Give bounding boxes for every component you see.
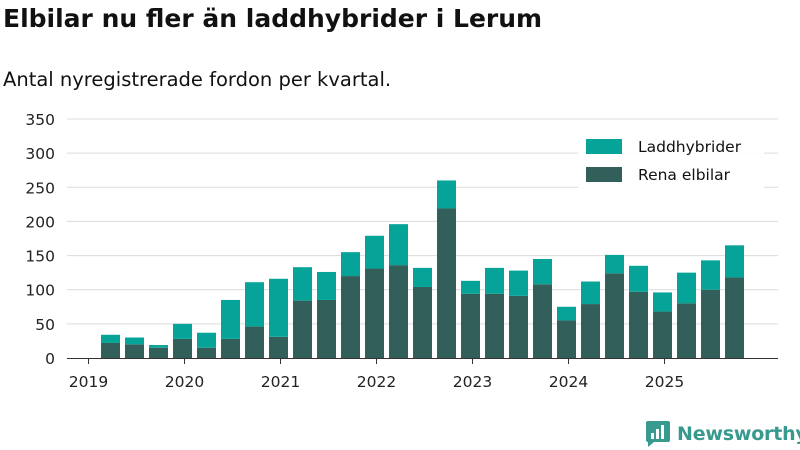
logo-bar-3: [661, 425, 664, 439]
bar-rena-elbilar: [149, 347, 168, 358]
bar-laddhybrider: [605, 254, 624, 274]
bar-rena-elbilar: [173, 338, 192, 358]
bar-rena-elbilar: [677, 303, 696, 358]
legend-label: Rena elbilar: [638, 166, 731, 184]
bar-laddhybrider: [701, 260, 720, 290]
bar-laddhybrider: [365, 235, 384, 269]
bar-rena-elbilar: [509, 295, 528, 358]
bar-rena-elbilar: [365, 268, 384, 358]
y-tick-label: 350: [25, 111, 55, 129]
bar-rena-elbilar: [605, 273, 624, 358]
bar-rena-elbilar: [245, 326, 264, 358]
bar-laddhybrider: [317, 271, 336, 300]
bar-laddhybrider: [221, 299, 240, 339]
bar-laddhybrider: [509, 270, 528, 296]
legend-label: Laddhybrider: [638, 138, 742, 156]
bar-laddhybrider: [293, 267, 312, 301]
y-tick-label: 300: [25, 145, 55, 163]
bar-laddhybrider: [725, 245, 744, 278]
bar-laddhybrider: [197, 332, 216, 348]
bar-rena-elbilar: [725, 277, 744, 358]
bar-laddhybrider: [653, 292, 672, 312]
x-tick-label: 2023: [453, 373, 492, 391]
bar-rena-elbilar: [485, 293, 504, 358]
bar-rena-elbilar: [461, 293, 480, 358]
bar-laddhybrider: [413, 267, 432, 287]
brand-name: Newsworthy: [677, 423, 800, 445]
legend: Laddhybrider Rena elbilar: [578, 131, 764, 191]
bar-rena-elbilar: [293, 300, 312, 358]
bar-rena-elbilar: [629, 291, 648, 358]
bar-laddhybrider: [581, 281, 600, 305]
y-tick-label: 250: [25, 179, 55, 197]
bar-laddhybrider: [101, 334, 120, 343]
bar-rena-elbilar: [221, 338, 240, 358]
logo-bar-1: [651, 433, 654, 439]
newsworthy-logo-icon: [646, 421, 670, 447]
bar-rena-elbilar: [437, 208, 456, 358]
y-tick-label: 50: [35, 316, 55, 334]
bar-rena-elbilar: [197, 347, 216, 358]
bar-rena-elbilar: [557, 320, 576, 358]
logo-bar-2: [656, 429, 659, 439]
x-tick-label: 2021: [261, 373, 300, 391]
y-tick-label: 150: [25, 248, 55, 266]
y-tick-label: 100: [25, 282, 55, 300]
bar-laddhybrider: [485, 267, 504, 294]
bar-rena-elbilar: [701, 289, 720, 358]
bar-laddhybrider: [461, 280, 480, 294]
bar-laddhybrider: [389, 224, 408, 266]
y-axis-tick-labels: 0 50 100 150 200 250 300 350: [25, 111, 55, 368]
bar-marks: [101, 180, 744, 358]
x-tick-label: 2022: [357, 373, 396, 391]
bar-laddhybrider: [533, 258, 552, 285]
y-tick-label: 0: [45, 350, 55, 368]
legend-swatch: [586, 167, 622, 182]
bar-rena-elbilar: [581, 304, 600, 358]
bar-rena-elbilar: [413, 286, 432, 358]
bar-rena-elbilar: [101, 342, 120, 358]
chart-subtitle: Antal nyregistrerade fordon per kvartal.: [3, 68, 392, 91]
bar-laddhybrider: [629, 265, 648, 292]
bar-laddhybrider: [173, 323, 192, 339]
bar-rena-elbilar: [341, 276, 360, 358]
bar-laddhybrider: [149, 345, 168, 348]
y-tick-label: 200: [25, 213, 55, 231]
bar-rena-elbilar: [389, 265, 408, 358]
bar-laddhybrider: [269, 278, 288, 337]
bar-laddhybrider: [557, 306, 576, 321]
x-tick-label: 2020: [165, 373, 204, 391]
bar-rena-elbilar: [269, 336, 288, 358]
bar-rena-elbilar: [125, 344, 144, 358]
bar-laddhybrider: [125, 337, 144, 345]
bar-laddhybrider: [245, 282, 264, 327]
x-tick-label: 2024: [549, 373, 588, 391]
legend-swatch: [586, 139, 622, 154]
bar-laddhybrider: [677, 272, 696, 304]
newsworthy-branding: Newsworthy: [645, 420, 800, 448]
bar-rena-elbilar: [653, 311, 672, 358]
bar-rena-elbilar: [317, 299, 336, 358]
bar-laddhybrider: [341, 252, 360, 277]
bar-laddhybrider: [437, 180, 456, 209]
bar-rena-elbilar: [533, 284, 552, 358]
x-axis: 2019 2020 2021 2022 2023 2024 2025: [67, 358, 778, 391]
x-tick-label: 2019: [69, 373, 108, 391]
x-tick-label: 2025: [645, 373, 684, 391]
chart-title: Elbilar nu fler än laddhybrider i Lerum: [3, 4, 543, 33]
